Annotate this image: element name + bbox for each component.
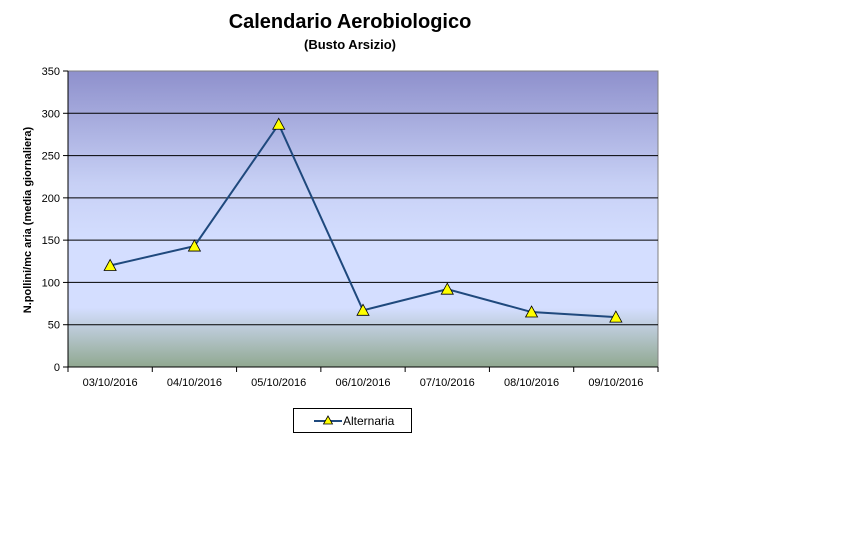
x-tick-label: 04/10/2016 xyxy=(167,377,222,389)
legend-swatch-icon xyxy=(314,415,342,425)
data-point-marker xyxy=(356,303,370,316)
x-tick-label: 07/10/2016 xyxy=(420,377,475,389)
axes: 0 50 100 150 200 250 300 350 03/10/2016 04/10/201… xyxy=(42,66,659,389)
y-tick-label: 350 xyxy=(42,66,60,78)
x-tick-label: 05/10/2016 xyxy=(251,377,306,389)
chart-title: Calendario Aerobiologico xyxy=(228,11,472,33)
y-tick-label: 50 xyxy=(48,320,60,332)
data-point-marker xyxy=(272,117,286,130)
data-point-marker xyxy=(524,305,539,318)
legend-label: Alternaria xyxy=(343,414,395,428)
data-point-marker xyxy=(440,282,454,295)
y-tick-label: 0 xyxy=(54,362,60,374)
gridlines xyxy=(68,112,658,326)
series xyxy=(103,117,623,323)
x-tick-label: 06/10/2016 xyxy=(335,377,390,389)
data-point-marker xyxy=(103,258,117,271)
chart-subtitle: (Busto Arsizio) xyxy=(304,37,396,52)
x-tick-label: 03/10/2016 xyxy=(83,377,138,389)
x-tick-label: 08/10/2016 xyxy=(504,377,559,389)
legend: Alternaria xyxy=(293,408,412,433)
y-tick-label: 300 xyxy=(42,108,60,120)
x-tick-label: 09/10/2016 xyxy=(588,377,643,389)
data-point-marker xyxy=(187,239,202,252)
y-tick-label: 100 xyxy=(42,277,60,289)
data-point-marker xyxy=(609,310,623,323)
y-tick-label: 150 xyxy=(42,235,60,247)
y-tick-label: 250 xyxy=(42,151,60,163)
plot-area-background xyxy=(67,70,659,368)
y-tick-label: 200 xyxy=(42,193,60,205)
